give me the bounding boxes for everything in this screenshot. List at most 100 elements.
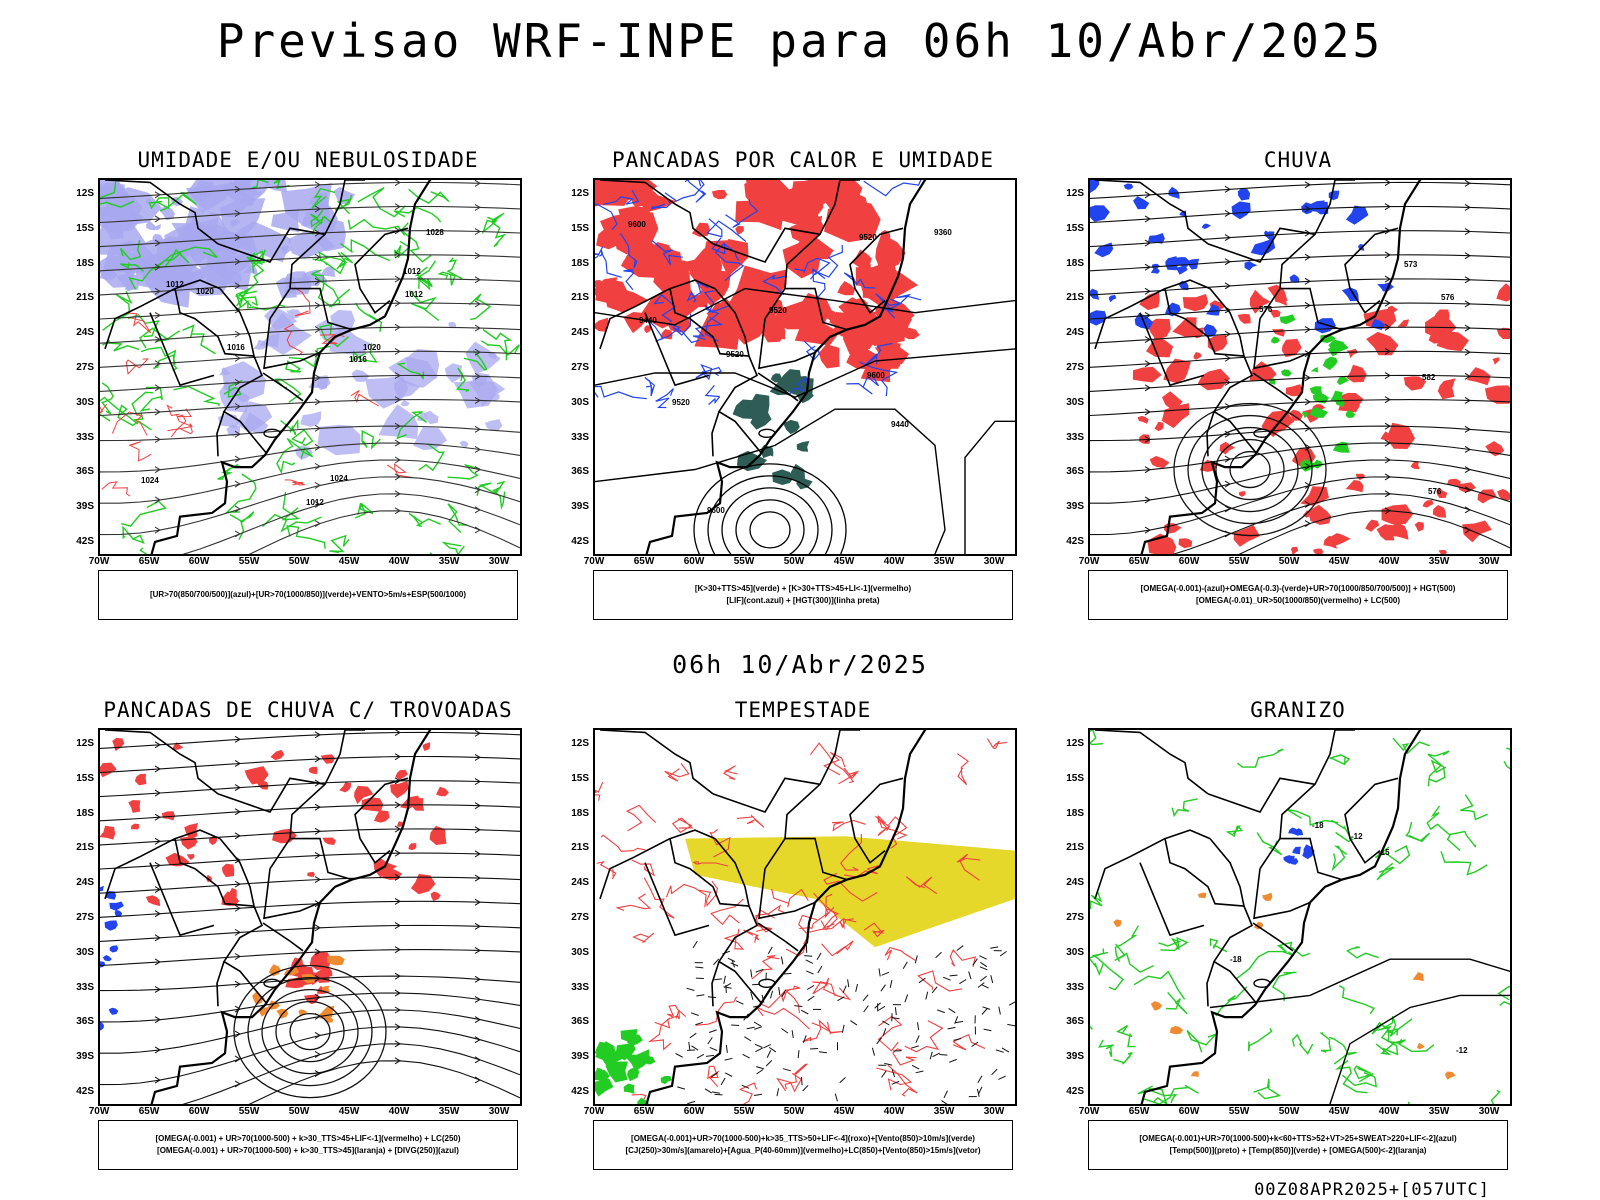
rain-fill-blue: [1231, 201, 1251, 220]
wind-streamline: [100, 374, 520, 392]
hgt500-contour: [1090, 476, 1510, 536]
thunder-fill-red: [128, 799, 139, 809]
flow-arrow: [314, 462, 321, 470]
humidity-contour-low: [311, 269, 341, 308]
wind-vector: [800, 1009, 809, 1015]
political-border: [1206, 961, 1215, 1007]
flow-arrow: [234, 258, 241, 266]
humidity-contour-low: [225, 473, 257, 514]
humidity-contour-low: [100, 396, 139, 425]
flow-arrow: [1144, 384, 1151, 392]
wind-streamline: [100, 205, 520, 224]
precip-water-contour: [780, 988, 800, 1014]
precip-water-contour: [776, 1072, 802, 1093]
rain-fill-blue: [1133, 196, 1150, 210]
rain-fill-blue: [1123, 183, 1134, 190]
hgt500-contour: [1090, 442, 1510, 473]
wind-vector: [770, 990, 774, 999]
legend-box-4: [OMEGA(-0.001)+UR>70(1000-500)+k>35_TTS>…: [593, 1120, 1013, 1170]
flow-arrow: [1144, 215, 1151, 223]
humidity-fill-band: [465, 341, 501, 375]
convection-fill: [735, 225, 744, 235]
political-border: [217, 227, 326, 263]
contour-label: 9440: [639, 316, 657, 325]
lon-label: 30W: [1478, 1106, 1500, 1117]
temp850-contour: [1113, 1051, 1134, 1065]
omega-fill: [1169, 1026, 1184, 1035]
rain-fill-red: [1182, 294, 1209, 312]
streamline-250: [100, 828, 520, 846]
low-center-contour: [707, 475, 833, 554]
precip-water-contour: [799, 892, 829, 930]
humidity-fill-band: [317, 424, 361, 456]
wind-vector: [754, 1043, 763, 1048]
wind-vector: [990, 946, 999, 949]
hgt500-contour: [1238, 510, 1510, 554]
wind-vector: [755, 1047, 763, 1053]
flow-arrow: [1464, 324, 1471, 332]
flow-arrow: [234, 1080, 241, 1088]
flow-arrow: [1464, 348, 1471, 356]
flow-arrow: [1304, 253, 1311, 261]
contour-label: -18: [1230, 955, 1242, 964]
coastline: [1140, 730, 1422, 1104]
streamline-250: [100, 804, 520, 822]
precip-water-contour: [892, 1048, 917, 1066]
lifted-index-contour: [647, 319, 682, 342]
flow-arrow: [1144, 312, 1151, 319]
precip-water-contour: [784, 1063, 808, 1090]
wind-vector: [791, 1030, 794, 1039]
temp850-contour: [1374, 845, 1411, 865]
wind-vector: [917, 1022, 920, 1031]
wind-vector: [943, 976, 951, 981]
humidity-fill-band: [244, 412, 269, 435]
legend-line: [OMEGA(-0.001)+UR>70(1000-500)+k<60+TTS>…: [1139, 1134, 1457, 1143]
temp850-contour: [1114, 925, 1140, 962]
flow-arrow: [394, 507, 401, 515]
legend-line: [LIF](cont.azul) + [HGT(300)](linha pret…: [726, 596, 880, 605]
flow-arrow: [1224, 210, 1231, 217]
wind850-fill: [627, 1067, 639, 1082]
lifted-index-contour: [595, 385, 647, 400]
flow-arrow: [234, 832, 241, 840]
lat-label: 42S: [76, 1086, 94, 1097]
precip-water-contour: [802, 1019, 830, 1043]
lon-label: 60W: [683, 1106, 705, 1117]
convection-fill: [600, 212, 640, 245]
wind-vector: [746, 1026, 755, 1030]
temp850-contour: [1446, 830, 1477, 852]
thickness-contour: [125, 358, 150, 375]
wind-vector: [918, 977, 926, 984]
humidity-contour-low: [223, 379, 243, 398]
political-border: [785, 287, 848, 331]
convection-fill: [595, 317, 609, 332]
contour-label: 1028: [426, 228, 444, 237]
height-contour-300: [595, 348, 1015, 398]
flow-arrow: [1384, 180, 1391, 186]
rain-fill-red: [1436, 331, 1469, 352]
convection-fill: [660, 329, 673, 340]
humidity-contour-low: [152, 354, 178, 372]
political-border: [174, 279, 255, 357]
wind-vector: [782, 1068, 791, 1072]
lat-label: 33S: [1066, 431, 1084, 443]
temp850-contour: [1346, 946, 1379, 959]
thunder-fill-red: [228, 887, 237, 897]
rain-fill-red: [1387, 305, 1398, 313]
rain-fill-red: [1197, 368, 1231, 391]
humidity-fill-upper: [280, 245, 292, 255]
legend-line: [OMEGA(-0.001)-(azul)+OMEGA(-0.3)-(verde…: [1140, 584, 1456, 593]
thunder-fill-red: [354, 785, 374, 805]
wind-vector: [725, 1044, 728, 1053]
temp850-contour: [1271, 971, 1297, 1002]
temp850-contour: [1490, 1089, 1501, 1104]
flow-arrow: [394, 1040, 401, 1048]
map-canvas: [100, 730, 520, 1104]
political-border: [711, 961, 720, 1007]
rain-fill-blue: [1341, 287, 1359, 302]
precip-water-contour: [952, 1033, 986, 1051]
wind-vector: [711, 1072, 719, 1078]
lon-label: 65W: [1128, 1106, 1150, 1117]
coastline: [1140, 180, 1422, 554]
wind-vector: [707, 1037, 713, 1045]
